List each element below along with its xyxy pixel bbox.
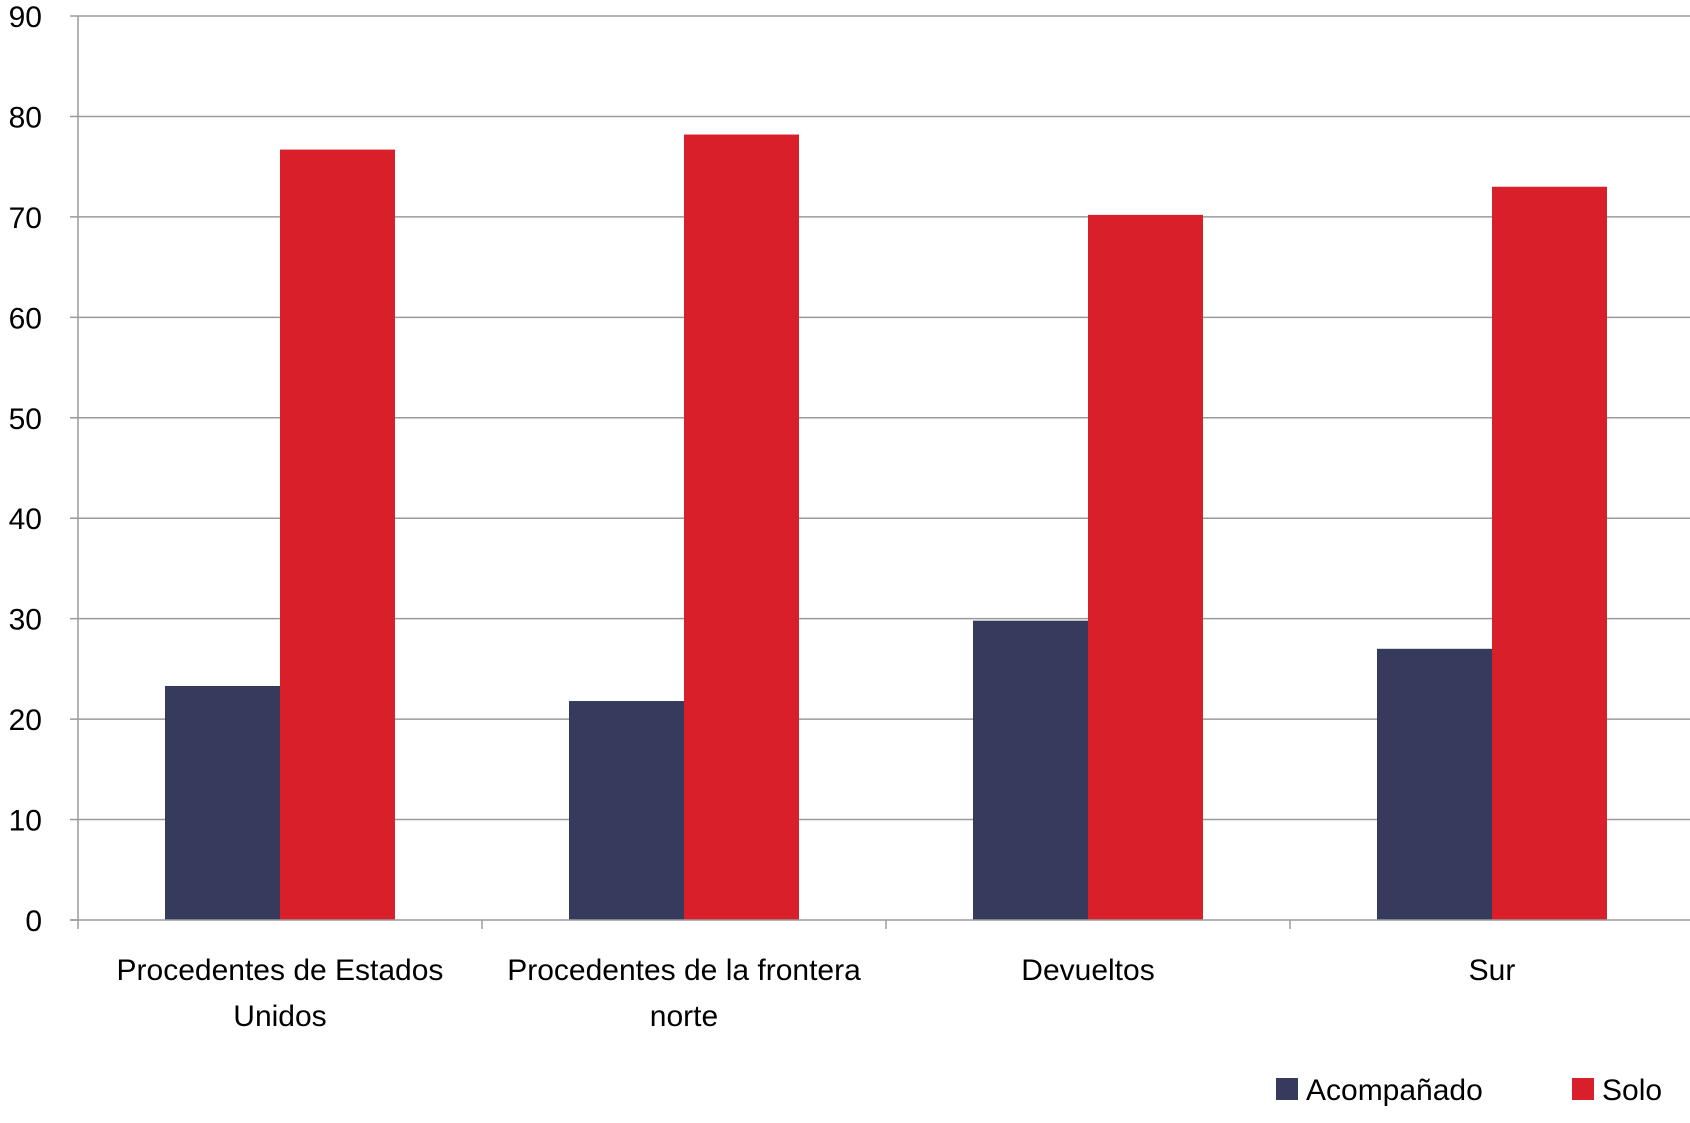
bar-acompa-ado-1 [569, 701, 684, 920]
y-tick-label: 40 [9, 503, 42, 536]
x-category-label: Procedentes de Estados [117, 954, 444, 987]
y-tick-label: 50 [9, 403, 42, 436]
y-tick-label: 60 [9, 302, 42, 335]
x-category-label: Devueltos [1021, 954, 1154, 987]
x-category-label: norte [650, 1000, 718, 1033]
bar-acompa-ado-3 [1377, 648, 1492, 920]
y-tick-label: 0 [25, 905, 42, 938]
legend-swatch-acompa-ado [1276, 1078, 1298, 1100]
legend-label: Solo [1602, 1074, 1662, 1107]
y-tick-label: 30 [9, 604, 42, 637]
y-tick-label: 80 [9, 101, 42, 134]
legend: Acompañado Solo [1276, 1074, 1662, 1107]
bar-acompa-ado-0 [165, 685, 280, 920]
y-tick-label: 70 [9, 202, 42, 235]
bar-solo-3 [1492, 186, 1607, 920]
axes [70, 15, 1690, 929]
legend-label: Acompañado [1306, 1074, 1483, 1107]
x-category-label: Sur [1469, 954, 1516, 987]
bar-solo-1 [684, 134, 799, 921]
y-tick-label: 90 [9, 1, 42, 34]
x-axis-categories: Procedentes de Estados Unidos Procedentes … [117, 954, 1516, 1033]
bar-solo-0 [280, 149, 395, 920]
bar-acompa-ado-2 [973, 620, 1088, 920]
y-tick-label: 10 [9, 805, 42, 838]
bars [165, 134, 1607, 921]
x-category-label: Procedentes de la frontera [507, 954, 861, 987]
legend-swatch-solo [1572, 1078, 1594, 1100]
x-category-label: Unidos [233, 1000, 326, 1033]
y-tick-label: 20 [9, 704, 42, 737]
y-axis-ticks: 0 10 20 30 40 50 60 70 80 90 [9, 1, 42, 938]
bar-solo-2 [1088, 214, 1203, 920]
